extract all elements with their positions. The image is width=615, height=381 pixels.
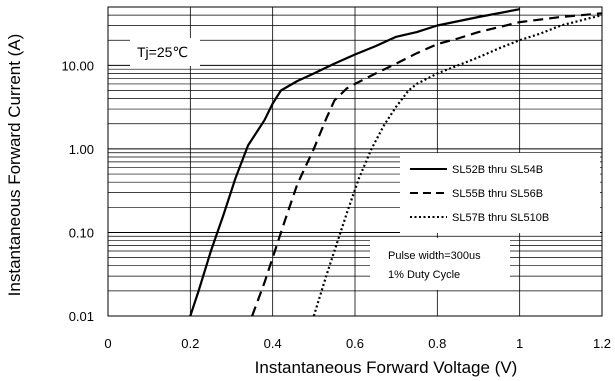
- legend-label: SL57B thru SL510B: [452, 212, 549, 224]
- x-tick-label: 0.2: [181, 336, 199, 351]
- y-tick-label: 1.00: [69, 142, 94, 157]
- x-tick-label: 0: [104, 336, 111, 351]
- legend-box: [400, 153, 600, 233]
- condition-label: Tj=25℃: [137, 44, 188, 60]
- plot-frame: [107, 6, 603, 317]
- x-tick-label: 1: [516, 336, 523, 351]
- y-tick-label: 10.00: [61, 58, 94, 73]
- x-tick-label: 1.2: [593, 336, 611, 351]
- legend-label: SL55B thru SL56B: [452, 188, 543, 200]
- test-conditions-note: Pulse width=300us 1% Duty Cycle: [370, 238, 510, 290]
- note-line-2: 1% Duty Cycle: [388, 269, 460, 281]
- note-line-1: Pulse width=300us: [388, 250, 481, 262]
- y-tick-label: 0.01: [69, 309, 94, 324]
- y-tick-label: 0.10: [69, 225, 94, 240]
- x-tick-label: 0.8: [428, 336, 446, 351]
- condition-label-box: [130, 38, 200, 66]
- series-line: [251, 12, 603, 317]
- series-lines: [189, 8, 603, 317]
- plot-border: [107, 6, 603, 317]
- note-box: [370, 238, 510, 290]
- tick-labels: 0 0.2 0.4 0.6 0.8 1 1.2 0.01 0.10 1.00 10.00: [61, 58, 611, 351]
- legend: SL52B thru SL54B SL55B thru SL56B SL57B th…: [400, 153, 600, 233]
- x-axis-title: Instantaneous Forward Voltage (V): [255, 358, 518, 377]
- x-tick-label: 0.4: [264, 336, 282, 351]
- y-axis-title: Instantaneous Forward Current (A): [5, 34, 24, 297]
- legend-label: SL52B thru SL54B: [452, 164, 543, 176]
- series-line: [189, 8, 520, 317]
- x-tick-label: 0.6: [346, 336, 364, 351]
